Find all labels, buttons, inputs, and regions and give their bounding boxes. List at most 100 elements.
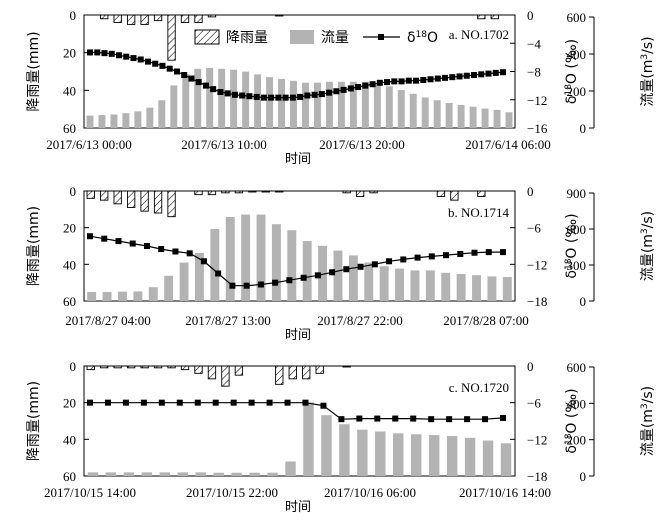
d18o-point	[374, 415, 381, 422]
d18o-point	[246, 93, 253, 100]
flow-bar	[218, 68, 226, 128]
flow-bar	[446, 436, 458, 476]
flow-bar	[357, 429, 368, 476]
flow-bar	[287, 230, 297, 301]
d18o-point	[195, 79, 202, 86]
d18o-point	[343, 266, 350, 273]
flow-bar	[425, 270, 435, 301]
d18o-point	[87, 49, 93, 56]
x-tick-label: 2017/10/16 06:00	[324, 485, 416, 500]
d18o-point	[500, 414, 506, 421]
rain-bar	[126, 14, 136, 25]
d18o-point	[318, 91, 325, 98]
flow-bar	[411, 434, 422, 476]
flow-axis-title: 流量(m3/s)	[640, 36, 656, 106]
rain-bar	[355, 190, 365, 197]
d18o-point	[347, 85, 354, 92]
rain-bar	[248, 190, 257, 193]
flow-bar	[213, 472, 224, 476]
flow-bar	[230, 69, 238, 128]
flow-bar	[134, 111, 142, 128]
rain-bar	[234, 365, 244, 376]
plot-frame	[83, 190, 516, 302]
rain-tick-label: 40	[63, 83, 76, 98]
d18o-point	[194, 399, 201, 406]
d18o-point	[434, 75, 441, 82]
rain-tick-label: 60	[63, 469, 76, 484]
rain-bar	[342, 190, 351, 194]
d18o-point	[284, 399, 291, 406]
d18o-point	[391, 78, 398, 85]
flow-bar	[493, 109, 501, 128]
d18o-point	[340, 86, 347, 93]
rain-tick-label: 0	[70, 8, 77, 23]
d18o-point	[392, 415, 399, 422]
d18o-point	[122, 399, 129, 406]
rain-bar	[140, 190, 149, 212]
d18o-point	[471, 249, 478, 256]
flow-bar	[146, 107, 154, 128]
rain-axis-title: 降雨量(mm)	[26, 381, 42, 461]
d18o-point	[428, 416, 435, 423]
d18o-point	[115, 52, 122, 59]
d18o-point	[140, 399, 147, 406]
flow-bar	[395, 268, 405, 301]
rain-bar	[221, 190, 230, 194]
d18o-point	[333, 88, 340, 95]
d18o-point	[471, 72, 478, 79]
rain-axis-title: 降雨量(mm)	[26, 206, 42, 286]
d18o-point	[357, 263, 364, 270]
legend-flow-swatch	[290, 30, 314, 44]
flow-tick-label: 400	[567, 396, 587, 411]
flow-bar	[472, 275, 481, 301]
flow-bar	[285, 461, 296, 476]
d18o-point	[449, 74, 456, 81]
rain-axis-title: 降雨量(mm)	[26, 31, 42, 111]
d18o-point	[181, 72, 188, 79]
flow-bar	[87, 472, 99, 476]
d18o-point	[356, 415, 363, 422]
d18o-point	[260, 94, 267, 101]
rain-bar	[140, 365, 149, 369]
d18o-point	[386, 258, 393, 265]
flow-bar	[271, 224, 281, 301]
flow-bar	[159, 472, 171, 476]
d18o-point	[243, 282, 250, 289]
flow-bar	[242, 71, 250, 128]
d18o-tick-label: −12	[527, 257, 547, 272]
flow-bar	[433, 100, 441, 128]
rain-bar	[153, 190, 163, 214]
d18o-point	[176, 399, 183, 406]
rain-bar	[275, 365, 284, 385]
flow-bar	[303, 402, 314, 476]
rain-bar	[477, 190, 486, 197]
rain-tick-label: 20	[63, 221, 76, 236]
d18o-point	[457, 250, 464, 257]
rain-bar	[207, 190, 217, 196]
d18o-point	[130, 55, 137, 62]
flow-bar	[122, 113, 130, 128]
flow-tick-label: 300	[567, 258, 587, 273]
d18o-point	[338, 416, 345, 423]
legend-rain-swatch	[194, 29, 220, 45]
flow-bar	[290, 80, 297, 128]
d18o-point	[215, 270, 222, 277]
flow-bar	[464, 437, 476, 476]
rain-bar	[234, 190, 244, 194]
d18o-point	[143, 243, 150, 249]
d18o-point	[230, 399, 237, 406]
flow-bar	[302, 241, 312, 301]
d18o-point	[123, 53, 130, 60]
d18o-point	[87, 233, 93, 240]
flow-axis-title: 流量(m3/s)	[640, 386, 656, 456]
rain-tick-label: 0	[70, 184, 77, 199]
d18o-point	[268, 94, 275, 101]
flow-bar	[456, 274, 466, 301]
legend-flow-label: 流量	[321, 30, 349, 46]
rain-bar	[180, 14, 190, 23]
flow-bar	[266, 77, 274, 128]
flow-bar	[210, 229, 220, 301]
flow-tick-label: 900	[567, 186, 587, 201]
d18o-point	[485, 249, 492, 256]
